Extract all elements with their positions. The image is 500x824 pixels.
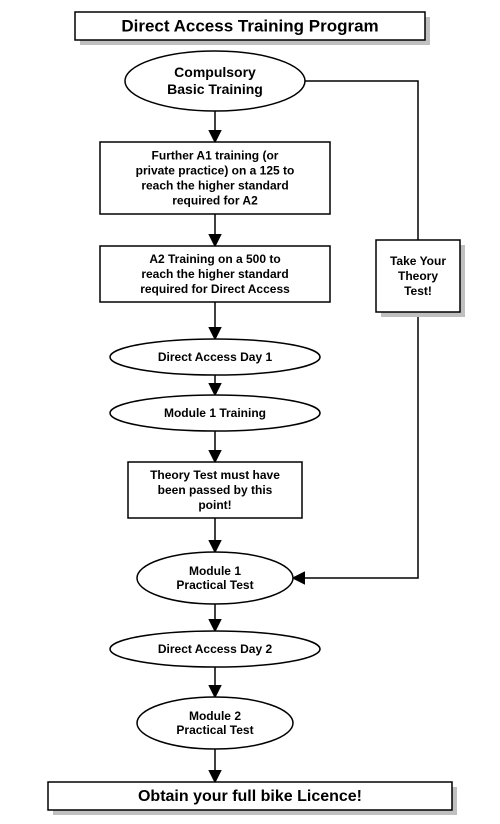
node-theory_req-line-1: been passed by this [158,483,273,497]
node-day2: Direct Access Day 2 [110,631,320,667]
node-m2p-line-1: Practical Test [176,723,253,737]
node-theory_req: Theory Test must havebeen passed by this… [128,462,302,518]
node-theory_side-line-2: Test! [404,284,432,298]
node-m1p-line-0: Module 1 [189,564,241,578]
node-theory_side-line-0: Take Your [390,254,446,268]
node-theory_side: Take YourTheoryTest! [376,240,465,317]
node-cbt-line-1: Basic Training [167,81,263,97]
node-a1: Further A1 training (orprivate practice)… [100,142,330,214]
node-m1p-line-1: Practical Test [176,578,253,592]
node-m2p: Module 2Practical Test [137,697,293,749]
svg-text:Direct Access Training Program: Direct Access Training Program [121,16,378,35]
node-a1-line-2: reach the higher standard [141,179,288,193]
node-cbt-line-0: Compulsory [174,64,256,80]
node-a2-line-1: reach the higher standard [141,267,288,281]
node-cbt: CompulsoryBasic Training [125,51,305,111]
node-a2-line-0: A2 Training on a 500 to [149,252,280,266]
node-m1t: Module 1 Training [110,395,320,431]
node-theory_side-line-1: Theory [398,269,438,283]
node-a1-line-0: Further A1 training (or [152,149,279,163]
node-m1t-line-0: Module 1 Training [164,406,266,420]
node-theory_req-line-2: point! [198,498,231,512]
node-m2p-line-0: Module 2 [189,709,241,723]
node-m1p: Module 1Practical Test [137,552,293,604]
node-day1: Direct Access Day 1 [110,339,320,375]
node-licence-line-0: Obtain your full bike Licence! [138,788,362,805]
node-day1-line-0: Direct Access Day 1 [158,350,273,364]
node-a1-line-1: private practice) on a 125 to [136,164,295,178]
node-a2-line-2: required for Direct Access [140,282,290,296]
node-a1-line-3: required for A2 [172,194,258,208]
node-theory_req-line-0: Theory Test must have [150,468,280,482]
node-day2-line-0: Direct Access Day 2 [158,642,273,656]
node-licence: Obtain your full bike Licence! [48,782,457,815]
node-a2: A2 Training on a 500 toreach the higher … [100,246,330,302]
